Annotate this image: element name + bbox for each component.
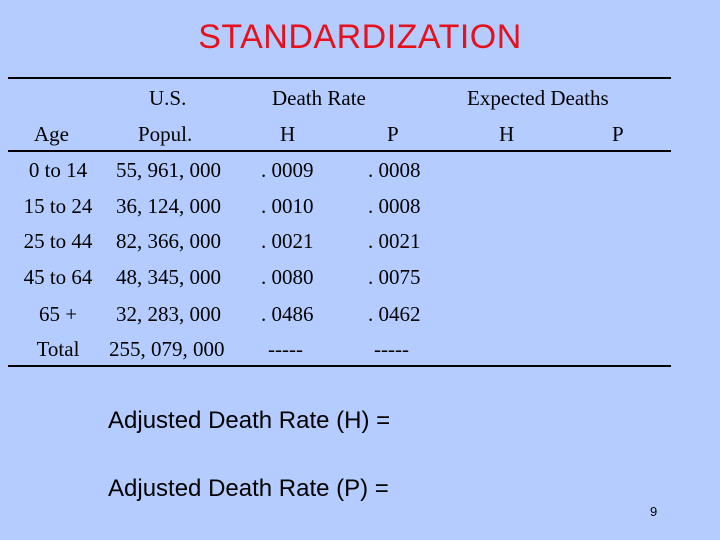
adjusted-death-rate-p: Adjusted Death Rate (P) = bbox=[108, 475, 389, 502]
death-rate-h-cell: . 0009 bbox=[261, 158, 314, 182]
header-death-rate-h: H bbox=[280, 122, 296, 146]
header-age: Age bbox=[34, 122, 69, 146]
population-cell: 82, 366, 000 bbox=[116, 229, 221, 253]
table-top-rule bbox=[8, 77, 671, 79]
death-rate-h-cell: . 0021 bbox=[261, 229, 314, 253]
header-expected-h: H bbox=[499, 122, 515, 146]
table-bottom-rule bbox=[8, 365, 671, 367]
death-rate-p-cell: . 0008 bbox=[368, 194, 421, 218]
population-cell: 48, 345, 000 bbox=[116, 265, 221, 289]
age-cell: 0 to 14 bbox=[28, 158, 88, 182]
population-cell: 55, 961, 000 bbox=[116, 158, 221, 182]
age-cell: 45 to 64 bbox=[23, 265, 93, 289]
page-number: 9 bbox=[650, 504, 658, 519]
header-bottom-rule bbox=[8, 150, 671, 152]
header-expected-p: P bbox=[612, 122, 624, 146]
header-popul: Popul. bbox=[138, 122, 193, 146]
death-rate-p-cell: . 0075 bbox=[368, 265, 421, 289]
header-us: U.S. bbox=[149, 86, 187, 110]
death-rate-p-cell: . 0021 bbox=[368, 229, 421, 253]
population-cell: 255, 079, 000 bbox=[109, 337, 225, 361]
death-rate-p-cell: . 0008 bbox=[368, 158, 421, 182]
death-rate-h-cell: ----- bbox=[268, 337, 303, 361]
age-cell: Total bbox=[36, 337, 80, 361]
population-cell: 32, 283, 000 bbox=[116, 302, 221, 326]
death-rate-p-cell: ----- bbox=[374, 337, 409, 361]
death-rate-h-cell: . 0080 bbox=[261, 265, 314, 289]
death-rate-h-cell: . 0010 bbox=[261, 194, 314, 218]
adjusted-death-rate-h: Adjusted Death Rate (H) = bbox=[108, 407, 391, 434]
slide-title: STANDARDIZATION bbox=[198, 18, 522, 56]
age-cell: 25 to 44 bbox=[23, 229, 93, 253]
header-death-rate: Death Rate bbox=[272, 86, 366, 110]
header-expected-deaths: Expected Deaths bbox=[467, 86, 609, 110]
age-cell: 15 to 24 bbox=[23, 194, 93, 218]
age-cell: 65 + bbox=[38, 302, 78, 326]
header-death-rate-p: P bbox=[387, 122, 399, 146]
death-rate-p-cell: . 0462 bbox=[368, 302, 421, 326]
population-cell: 36, 124, 000 bbox=[116, 194, 221, 218]
death-rate-h-cell: . 0486 bbox=[261, 302, 314, 326]
